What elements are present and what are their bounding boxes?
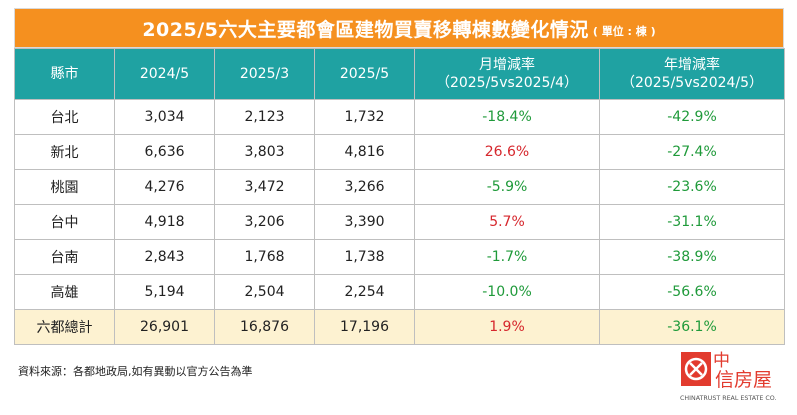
header-row: 縣市 2024/5 2025/3 2025/5 月增減率 （2025/5vs20… xyxy=(14,48,785,100)
cell-2025-5: 3,390 xyxy=(314,204,415,240)
header-mom-rate: 月增減率 （2025/5vs2025/4） xyxy=(414,48,600,100)
header-subtext: （2025/5vs2025/4） xyxy=(435,75,579,91)
header-city: 縣市 xyxy=(14,48,115,100)
total-row: 六都總計 26,901 16,876 17,196 1.9% -36.1% xyxy=(14,309,785,345)
cell-mom-rate: 5.7% xyxy=(414,204,600,240)
data-table: 縣市 2024/5 2025/3 2025/5 月增減率 （2025/5vs20… xyxy=(14,48,785,345)
cell-2025-5: 1,732 xyxy=(314,99,415,135)
cell-yoy-rate: -23.6% xyxy=(599,169,785,205)
table-row: 新北 6,636 3,803 4,816 26.6% -27.4% xyxy=(14,134,785,170)
cell-2025-3: 3,472 xyxy=(214,169,315,205)
cell-2025-5: 4,816 xyxy=(314,134,415,170)
cell-2025-5: 1,738 xyxy=(314,239,415,275)
cell-2024-5: 26,901 xyxy=(114,309,215,345)
cell-2024-5: 4,918 xyxy=(114,204,215,240)
cell-yoy-rate: -38.9% xyxy=(599,239,785,275)
title-bar: 2025/5六大主要都會區建物買賣移轉棟數變化情況 ( 單位 : 棟 ) xyxy=(14,8,784,48)
header-yoy-rate: 年增減率 （2025/5vs2024/5） xyxy=(599,48,785,100)
cell-2024-5: 6,636 xyxy=(114,134,215,170)
header-subtext: （2025/5vs2024/5） xyxy=(620,75,764,91)
cell-yoy-rate: -27.4% xyxy=(599,134,785,170)
cell-yoy-rate: -31.1% xyxy=(599,204,785,240)
cell-2025-3: 2,123 xyxy=(214,99,315,135)
cell-2025-3: 1,768 xyxy=(214,239,315,275)
cell-2024-5: 5,194 xyxy=(114,274,215,310)
header-text: 2024/5 xyxy=(139,66,190,82)
logo-text-zhong: 中 xyxy=(713,351,730,371)
cell-city: 台中 xyxy=(14,204,115,240)
logo-emblem-ring xyxy=(684,357,708,381)
cell-mom-rate: -5.9% xyxy=(414,169,600,205)
header-text: 年增減率 xyxy=(664,57,720,73)
cell-mom-rate: 26.6% xyxy=(414,134,600,170)
cell-city: 桃園 xyxy=(14,169,115,205)
chinatrust-logo: 中 信房屋 CHINATRUST REAL ESTATE CO. xyxy=(680,351,776,402)
logo-text-name: 信房屋 xyxy=(715,369,772,391)
cell-2025-3: 3,803 xyxy=(214,134,315,170)
header-text: 月增減率 xyxy=(479,57,535,73)
logo-tagline: CHINATRUST REAL ESTATE CO. xyxy=(680,395,776,402)
header-text: 縣市 xyxy=(50,66,79,82)
cell-yoy-rate: -36.1% xyxy=(599,309,785,345)
cell-city: 台北 xyxy=(14,99,115,135)
cell-2025-3: 16,876 xyxy=(214,309,315,345)
cell-city: 新北 xyxy=(14,134,115,170)
cell-city: 台南 xyxy=(14,239,115,275)
table-row: 高雄 5,194 2,504 2,254 -10.0% -56.6% xyxy=(14,274,785,310)
cell-yoy-rate: -56.6% xyxy=(599,274,785,310)
cell-2025-5: 3,266 xyxy=(314,169,415,205)
table-row: 台南 2,843 1,768 1,738 -1.7% -38.9% xyxy=(14,239,785,275)
cell-mom-rate: 1.9% xyxy=(414,309,600,345)
cell-2024-5: 3,034 xyxy=(114,99,215,135)
header-2024-5: 2024/5 xyxy=(114,48,215,100)
table-frame: 2025/5六大主要都會區建物買賣移轉棟數變化情況 ( 單位 : 棟 ) 縣市 … xyxy=(14,8,785,345)
header-text: 2025/3 xyxy=(239,66,290,82)
cell-2024-5: 2,843 xyxy=(114,239,215,275)
cell-2025-5: 17,196 xyxy=(314,309,415,345)
cell-mom-rate: -10.0% xyxy=(414,274,600,310)
unit-label: ( 單位 : 棟 ) xyxy=(592,25,656,38)
header-text: 2025/5 xyxy=(339,66,390,82)
table-row: 桃園 4,276 3,472 3,266 -5.9% -23.6% xyxy=(14,169,785,205)
cell-2024-5: 4,276 xyxy=(114,169,215,205)
cell-yoy-rate: -42.9% xyxy=(599,99,785,135)
header-2025-3: 2025/3 xyxy=(214,48,315,100)
cell-2025-5: 2,254 xyxy=(314,274,415,310)
cell-city: 六都總計 xyxy=(14,309,115,345)
table-row: 台中 4,918 3,206 3,390 5.7% -31.1% xyxy=(14,204,785,240)
cell-mom-rate: -1.7% xyxy=(414,239,600,275)
cell-mom-rate: -18.4% xyxy=(414,99,600,135)
cell-city: 高雄 xyxy=(14,274,115,310)
table-body: 台北 3,034 2,123 1,732 -18.4% -42.9% 新北 6,636 3,80… xyxy=(14,99,785,345)
chart-title: 2025/5六大主要都會區建物買賣移轉棟數變化情況 xyxy=(142,18,589,41)
cell-2025-3: 2,504 xyxy=(214,274,315,310)
source-note: 資料來源：各都地政局,如有異動以官方公告為準 xyxy=(18,365,253,378)
cell-2025-3: 3,206 xyxy=(214,204,315,240)
logo-emblem-mark xyxy=(689,362,703,376)
header-2025-5: 2025/5 xyxy=(314,48,415,100)
table-row: 台北 3,034 2,123 1,732 -18.4% -42.9% xyxy=(14,99,785,135)
